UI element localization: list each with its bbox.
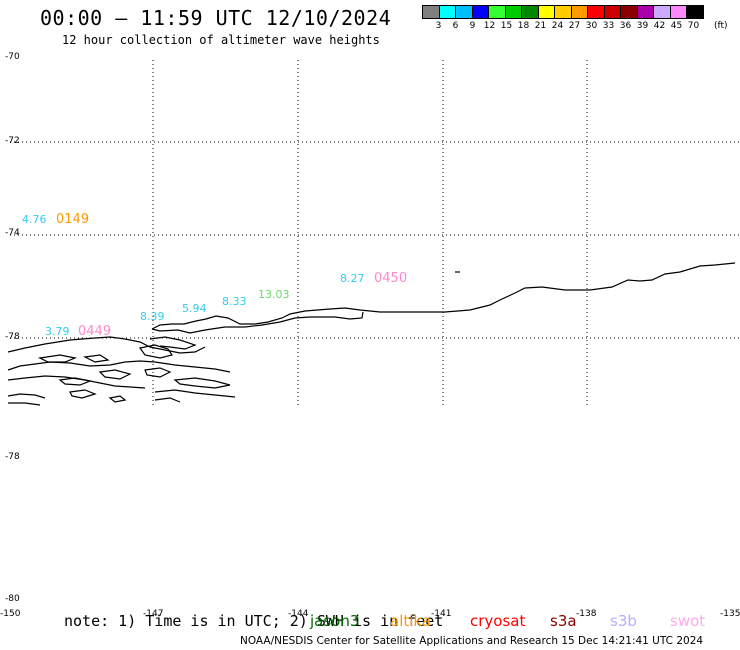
coastline [7,262,736,406]
lon-label: -138 [576,609,597,619]
scale-label: 24 [551,21,564,31]
scale-label: 9 [469,21,476,31]
scale-label: 27 [568,21,581,31]
pass-time-label: 0449 [78,324,112,339]
scale-label: 30 [585,21,598,31]
lat-label: -78 [5,452,20,462]
wave-height-label: 8.33 [222,295,247,308]
coastline-inner [151,311,364,334]
pass-time-label: 0149 [56,212,90,227]
scale-swatch [686,5,704,19]
legend-s3b: s3b [610,612,637,630]
lat-label: -80 [5,594,20,604]
lon-label: -135 [720,609,740,619]
lat-label: -78 [5,332,20,342]
legend-altika: altika [390,612,432,630]
coastline-main [151,262,736,330]
scale-label: 42 [653,21,666,31]
wave-height-label: 4.76 [22,213,47,226]
scale-label: 21 [534,21,547,31]
scale-label: 12 [483,21,496,31]
coast-seg [7,360,231,373]
legend-jason3: jason3 [310,612,360,630]
coast-seg [8,402,41,406]
wave-height-label: 8.39 [140,310,165,323]
scale-labels: 3 6 9 12 15 18 21 24 27 30 33 36 39 42 4… [422,21,702,31]
island [38,354,78,363]
coast-seg [149,336,197,350]
island [98,369,132,380]
coast-seg [154,397,181,403]
lat-label: -74 [5,228,20,238]
scale-label: 39 [636,21,649,31]
scale-label: 6 [452,21,459,31]
wave-height-label: 8.27 [340,272,365,285]
wave-height-label: 3.79 [45,325,70,338]
coast-seg [7,393,46,399]
scale-label: 3 [435,21,442,31]
legend-cryosat: cryosat [470,612,526,630]
coast-seg [154,389,236,398]
pass-time-label: 0450 [374,271,408,286]
page-title: 00:00 – 11:59 UTC 12/10/2024 [40,6,392,30]
coast-seg [7,336,206,354]
island [173,377,231,389]
wave-height-label: 5.94 [182,302,207,315]
lon-label: -144 [288,609,309,619]
lon-label: -150 [0,609,21,619]
lat-label: -72 [5,136,20,146]
scale-label: 18 [517,21,530,31]
legend-s3a: s3a [550,612,577,630]
graticule [10,60,740,405]
wave-height-label: 13.03 [258,288,290,301]
scale-label: 45 [670,21,683,31]
page-subtitle: 12 hour collection of altimeter wave hei… [62,33,380,47]
island [144,367,172,378]
island [108,395,127,403]
scale-unit: (ft) [714,21,728,31]
island [138,344,173,359]
credit-footer: NOAA/NESDIS Center for Satellite Applica… [240,635,704,647]
lat-label: -70 [5,52,20,62]
island [82,354,110,363]
scale-label: 15 [500,21,513,31]
legend-swot: swot [670,612,706,630]
color-scale [422,5,704,19]
island [58,377,93,386]
footnote: note: 1) Time is in UTC; 2) SWH is in fe… [64,612,444,630]
lon-label: -147 [143,609,164,619]
scale-label: 33 [602,21,615,31]
scale-label: 36 [619,21,632,31]
scale-label: 70 [687,21,700,31]
lon-label: -141 [431,609,452,619]
island [69,389,97,399]
